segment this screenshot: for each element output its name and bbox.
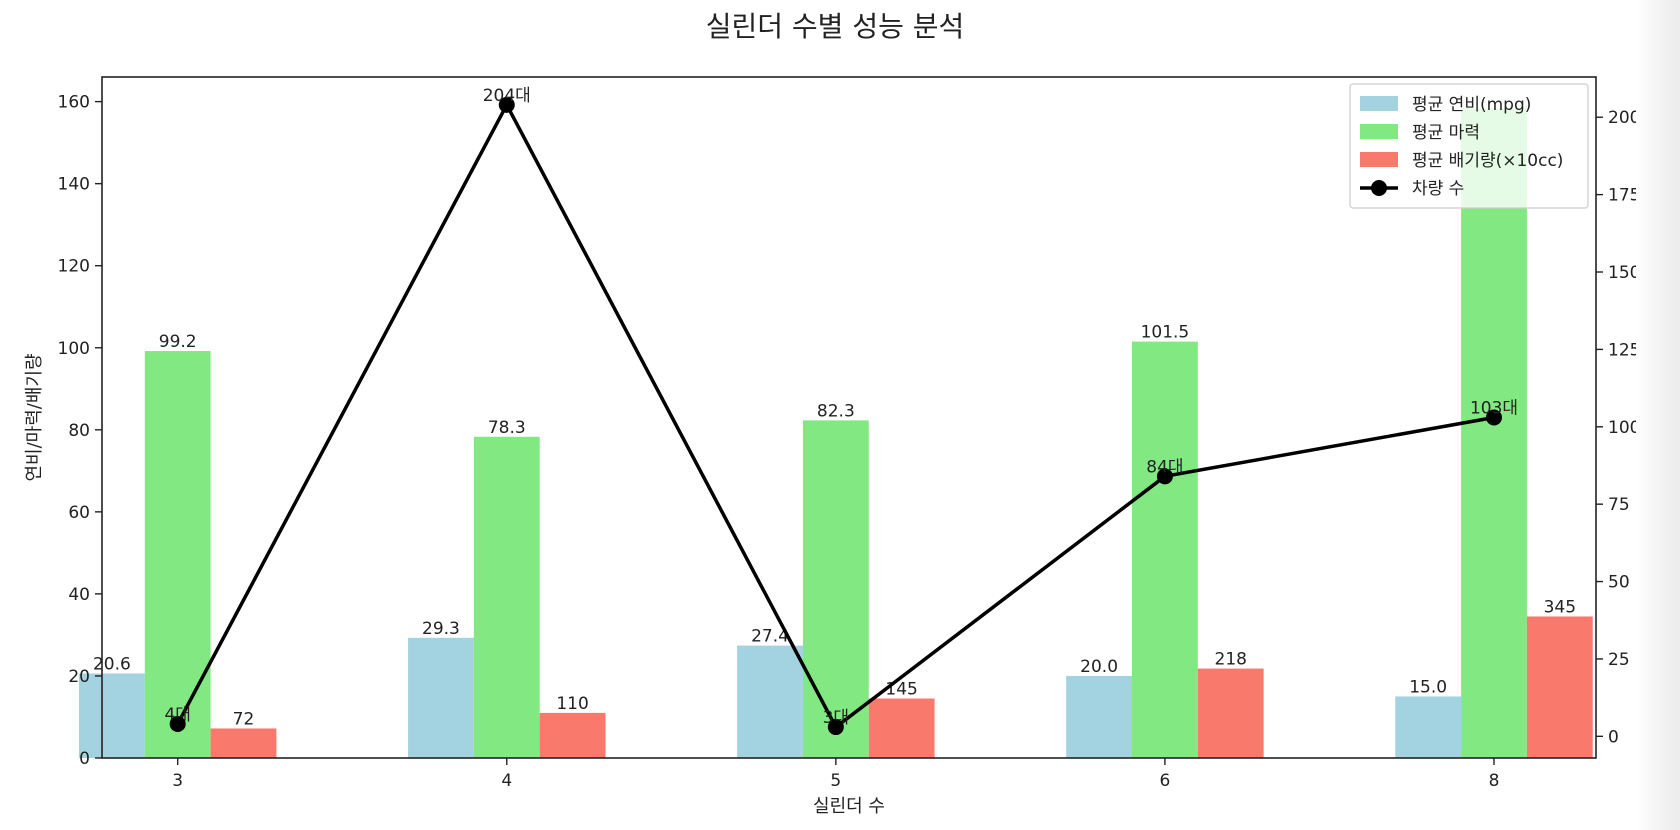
- bar-data-label: 145: [885, 680, 917, 700]
- bar-data-label: 345: [1544, 597, 1576, 617]
- legend-box: [1349, 83, 1589, 209]
- bar: [144, 351, 211, 758]
- bar-data-label: 110: [556, 694, 588, 714]
- legend-label: 평균 연비(mpg): [1412, 95, 1531, 115]
- x-tick-label: 6: [1159, 771, 1170, 791]
- x-tick-label: 4: [501, 771, 512, 791]
- line-data-label: 4대: [164, 705, 190, 725]
- bar: [1066, 675, 1133, 758]
- chart-title: 실린더 수별 성능 분석: [706, 10, 965, 43]
- y-tick-label: 100: [58, 339, 90, 359]
- legend-swatch: [1360, 96, 1398, 111]
- bar-data-label: 20.6: [93, 654, 131, 674]
- x-tick-label: 5: [830, 771, 841, 791]
- y2-tick-label: 125: [1608, 340, 1640, 360]
- bar: [802, 420, 869, 758]
- y-tick-label: 140: [58, 175, 90, 195]
- y2-tick-label: 75: [1608, 495, 1630, 515]
- x-tick-label: 3: [172, 771, 183, 791]
- bar-data-label: 82.3: [817, 401, 855, 421]
- line-point: [827, 719, 844, 736]
- bar: [1395, 696, 1462, 758]
- y2-tick-label: 50: [1608, 573, 1630, 593]
- bar: [868, 698, 935, 758]
- bar-data-label: 218: [1215, 650, 1247, 670]
- bar: [408, 637, 474, 758]
- y-tick-label: 0: [79, 749, 90, 769]
- bar-data-label: 15.0: [1409, 677, 1447, 697]
- y-tick-label: 80: [68, 421, 90, 441]
- y-axis-label: 연비/마력/배기량: [24, 353, 45, 481]
- y2-tick-label: 25: [1608, 650, 1630, 670]
- line-point: [169, 715, 186, 732]
- line-data-label: 84대: [1146, 457, 1183, 477]
- bar: [473, 436, 540, 758]
- y-tick-label: 60: [68, 503, 90, 523]
- line-point: [1485, 409, 1502, 426]
- x-tick-label: 8: [1489, 771, 1500, 791]
- bar-data-label: 29.3: [422, 619, 460, 639]
- plot-frame: [101, 76, 1597, 759]
- legend-label: 차량 수: [1412, 179, 1464, 199]
- bar-data-label: 78.3: [488, 418, 526, 438]
- line-data-label: 103대: [1470, 399, 1518, 419]
- y2-tick-label: 150: [1608, 263, 1640, 283]
- bar-data-label: 27.4: [751, 627, 789, 647]
- line-data-label: 3대: [823, 708, 849, 728]
- y-tick-label: 20: [68, 667, 90, 687]
- y-tick-label: 40: [68, 585, 90, 605]
- bar: [78, 673, 145, 758]
- x-axis-label: 실린더 수: [813, 796, 885, 817]
- legend-swatch: [1360, 152, 1398, 167]
- bar: [210, 728, 277, 758]
- legend-label: 평균 마력: [1412, 123, 1480, 143]
- y-tick-label: 120: [58, 257, 90, 277]
- y2-tick-label: 200: [1608, 108, 1640, 128]
- y2-tick-label: 0: [1608, 727, 1619, 747]
- legend-label: 평균 배기량(×10cc): [1412, 151, 1563, 171]
- bar: [539, 712, 606, 758]
- bar: [737, 645, 803, 758]
- window-edge-shadow: [1636, 0, 1680, 830]
- bar-data-label: 101.5: [1141, 323, 1190, 343]
- bar: [1526, 616, 1593, 758]
- y2-tick-label: 100: [1608, 418, 1640, 438]
- bar-data-label: 20.0: [1080, 657, 1118, 677]
- line-data-label: 204대: [483, 86, 531, 106]
- bar-data-label: 72: [233, 709, 255, 729]
- bar: [1132, 341, 1198, 758]
- bar: [1461, 108, 1527, 758]
- bar: [1197, 668, 1264, 758]
- y2-tick-label: 175: [1608, 186, 1640, 206]
- line-point: [1156, 468, 1173, 485]
- y-tick-label: 160: [58, 93, 90, 113]
- bar-data-label: 99.2: [159, 332, 197, 352]
- line-point: [498, 96, 515, 113]
- legend-marker: [1371, 180, 1387, 196]
- legend-swatch: [1360, 124, 1398, 139]
